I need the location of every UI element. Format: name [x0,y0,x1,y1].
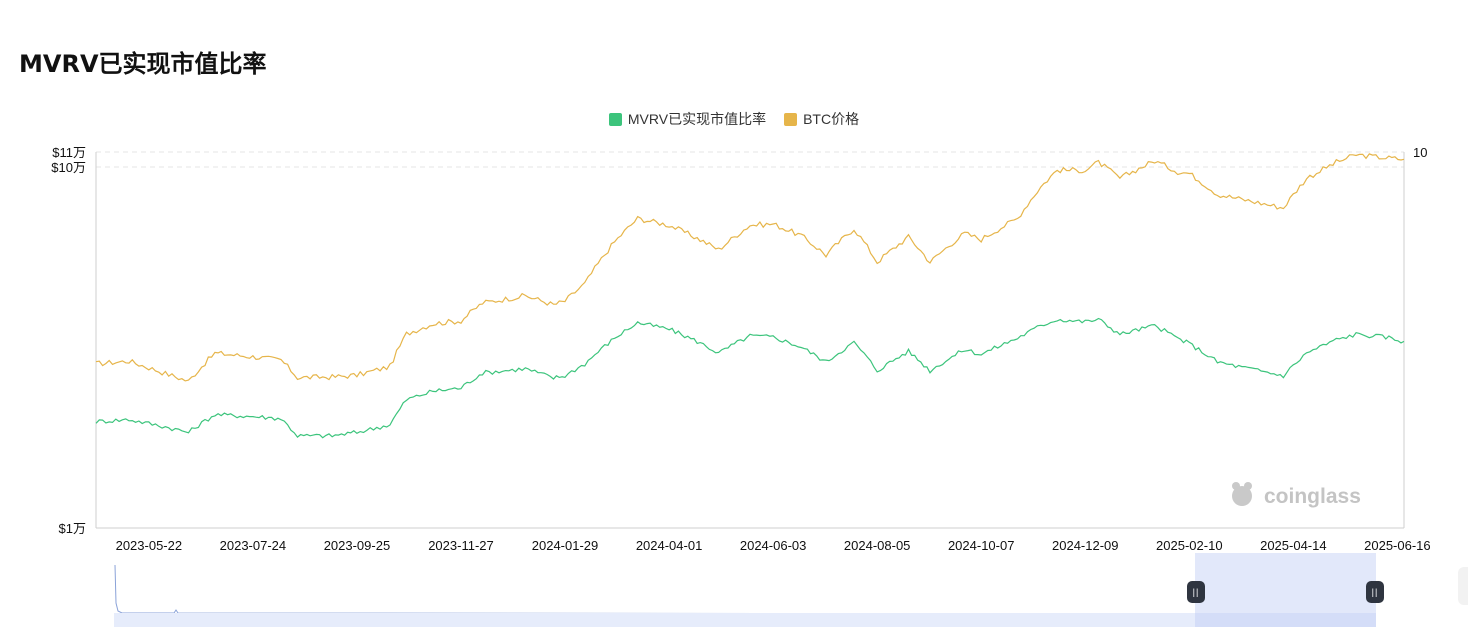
legend-item-btc-price[interactable]: BTC价格 [784,109,859,129]
x-tick-label: 2025-04-14 [1260,538,1327,553]
zoom-slider-track [114,613,1376,627]
x-tick-label: 2023-09-25 [324,538,391,553]
legend-label-btc-price: BTC价格 [803,111,860,127]
x-tick-label: 2024-08-05 [844,538,911,553]
x-tick-label: 2023-11-27 [428,538,494,553]
chart-series-layer [95,153,1405,439]
series-line-mvrv [95,317,1405,439]
legend-label-mvrv: MVRV已实现市值比率 [627,111,767,127]
y-right-tick-label: 10 [1413,145,1427,160]
watermark-logo: coinglass [1232,482,1361,508]
chart-legend: MVRV已实现市值比率 BTC价格 [0,109,1468,129]
x-tick-label: 2023-05-22 [116,538,183,553]
watermark-text: coinglass [1264,485,1361,508]
y-left-tick-label: $11万 [52,145,86,160]
zoom-slider-right-handle[interactable]: || [1366,581,1384,603]
legend-item-mvrv[interactable]: MVRV已实现市值比率 [608,109,767,129]
watermark-ear-left [1232,482,1240,490]
x-tick-label: 2025-02-10 [1156,538,1223,553]
zoom-slider-left-handle[interactable]: || [1187,581,1205,603]
chart-grid [96,151,1404,529]
x-tick-label: 2023-07-24 [220,538,287,553]
x-tick-label: 2024-06-03 [740,538,807,553]
x-tick-label: 2024-12-09 [1052,538,1119,553]
watermark-mascot-icon [1232,486,1252,506]
y-axis-ticks: $11万$10万 $1万 10 [51,145,1427,536]
chart-axes [95,152,1405,529]
page-title: MVRV已实现市值比率 [19,50,267,78]
y-left-tick-label: $1万 [59,521,86,536]
series-line-btc-price [95,153,1405,382]
x-tick-label: 2024-01-29 [532,538,599,553]
legend-swatch-mvrv [608,112,622,126]
x-tick-label: 2025-06-16 [1364,538,1431,553]
zoom-slider-preview-line [114,564,1376,615]
x-tick-label: 2024-04-01 [636,538,703,553]
zoom-slider-selection[interactable] [1195,553,1376,627]
legend-swatch-btc-price [784,112,798,126]
x-axis-ticks: 2023-05-22 2023-07-24 2023-09-25 2023-11-27… [116,538,1431,553]
y-left-tick-label: $10万 [51,160,86,175]
watermark-ear-right [1244,482,1252,490]
side-panel-tab[interactable] [1458,567,1468,605]
x-tick-label: 2024-10-07 [948,538,1015,553]
